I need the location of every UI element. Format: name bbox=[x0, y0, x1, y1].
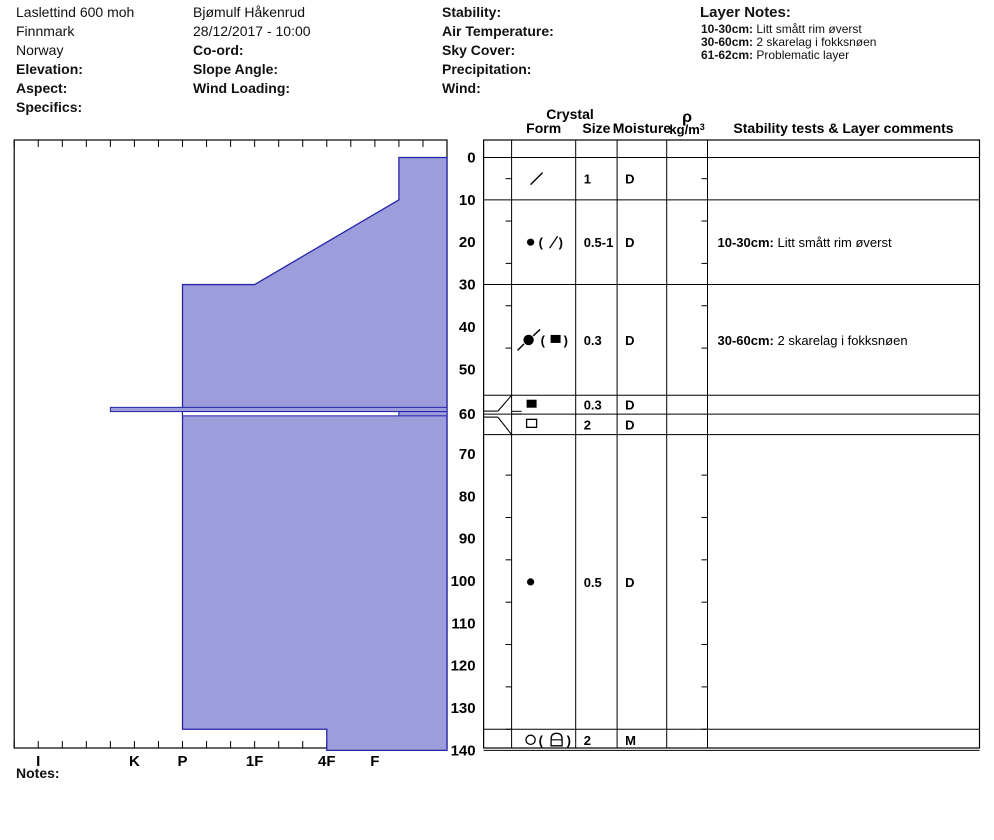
svg-text:140: 140 bbox=[451, 742, 476, 759]
svg-text:(: ( bbox=[539, 733, 544, 748]
svg-text:130: 130 bbox=[451, 700, 476, 717]
svg-text:90: 90 bbox=[459, 531, 476, 548]
svg-text:): ) bbox=[559, 235, 563, 250]
svg-text:kg/m3: kg/m3 bbox=[669, 122, 704, 137]
svg-text:F: F bbox=[370, 753, 379, 770]
svg-text:D: D bbox=[625, 235, 634, 250]
svg-text:30-60cm: 2 skarelag i fokksnø: 30-60cm: 2 skarelag i fokksnøen bbox=[718, 333, 908, 348]
svg-text:2: 2 bbox=[584, 417, 591, 432]
svg-text:0.5-1: 0.5-1 bbox=[584, 235, 614, 250]
svg-text:D: D bbox=[625, 172, 634, 187]
svg-text:20: 20 bbox=[459, 234, 476, 251]
svg-text:30: 30 bbox=[459, 277, 476, 294]
svg-text:2: 2 bbox=[584, 733, 591, 748]
svg-text:10: 10 bbox=[459, 192, 476, 209]
svg-text:0: 0 bbox=[467, 150, 475, 167]
svg-text:Size: Size bbox=[582, 120, 610, 136]
svg-text:D: D bbox=[625, 575, 634, 590]
svg-text:D: D bbox=[625, 333, 634, 348]
svg-text:K: K bbox=[129, 753, 140, 770]
svg-text:100: 100 bbox=[451, 573, 476, 590]
svg-text:(: ( bbox=[541, 333, 546, 348]
svg-text:M: M bbox=[625, 733, 636, 748]
svg-text:1: 1 bbox=[584, 172, 591, 187]
svg-text:0.5: 0.5 bbox=[584, 575, 602, 590]
svg-text:4F: 4F bbox=[318, 753, 336, 770]
svg-text:10-30cm: Litt smått rim øvers: 10-30cm: Litt smått rim øverst bbox=[718, 235, 892, 250]
svg-text:70: 70 bbox=[459, 446, 476, 463]
svg-text:0.3: 0.3 bbox=[584, 398, 602, 413]
svg-text:Stability tests & Layer commen: Stability tests & Layer comments bbox=[733, 120, 953, 136]
svg-text:): ) bbox=[564, 333, 568, 348]
svg-text:0.3: 0.3 bbox=[584, 333, 602, 348]
svg-text:80: 80 bbox=[459, 488, 476, 505]
svg-text:60: 60 bbox=[459, 406, 476, 423]
svg-text:1F: 1F bbox=[246, 753, 264, 770]
svg-text:P: P bbox=[178, 753, 188, 770]
svg-text:): ) bbox=[567, 733, 571, 748]
svg-text:I: I bbox=[36, 753, 40, 770]
svg-text:D: D bbox=[625, 398, 634, 413]
svg-text:D: D bbox=[625, 417, 634, 432]
svg-text:50: 50 bbox=[459, 361, 476, 378]
svg-text:Form: Form bbox=[526, 120, 561, 136]
svg-text:40: 40 bbox=[459, 319, 476, 336]
svg-text:Moisture: Moisture bbox=[613, 120, 672, 136]
svg-text:(: ( bbox=[539, 235, 544, 250]
svg-text:120: 120 bbox=[451, 658, 476, 675]
svg-text:110: 110 bbox=[451, 615, 475, 632]
